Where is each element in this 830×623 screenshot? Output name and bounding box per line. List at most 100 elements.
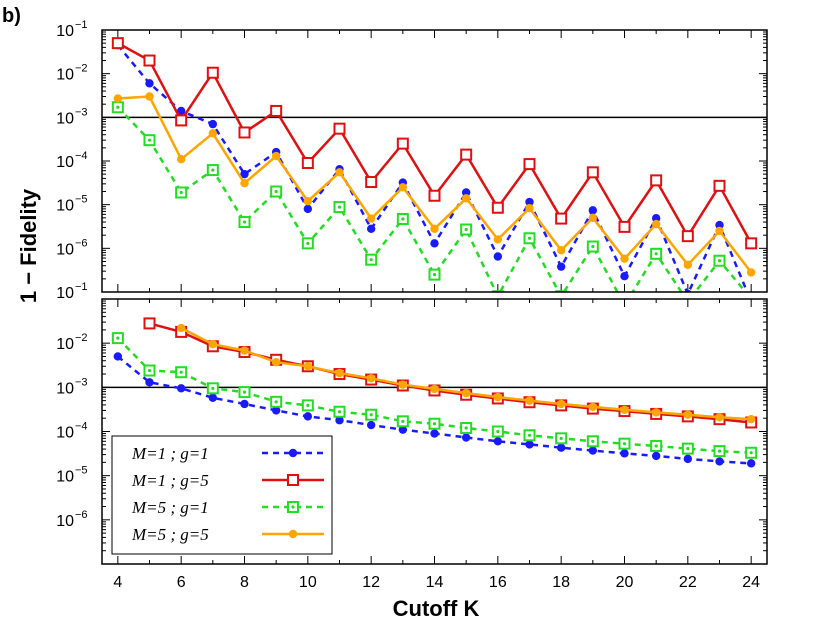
data-point-center	[179, 370, 183, 374]
data-point	[588, 446, 598, 455]
data-point	[493, 437, 503, 446]
x-tick-label: 12	[362, 574, 380, 591]
data-point	[288, 448, 298, 458]
data-point	[175, 114, 188, 127]
y-tick-label: 10	[56, 67, 74, 84]
data-point	[525, 197, 534, 207]
y-tick-label: 10	[56, 154, 74, 171]
data-point	[366, 224, 376, 234]
data-point-center	[337, 205, 342, 209]
y-tick-exponent: −4	[75, 421, 88, 433]
data-point	[650, 174, 663, 187]
data-point	[145, 79, 154, 88]
series-group	[111, 37, 758, 298]
data-point	[715, 457, 724, 466]
data-point	[271, 151, 281, 161]
data-point	[651, 408, 661, 417]
series-group	[111, 317, 758, 468]
data-point	[366, 420, 376, 430]
data-point	[430, 224, 439, 234]
data-point	[683, 454, 693, 464]
y-tick-label: 10	[56, 198, 74, 215]
data-point	[145, 378, 154, 387]
data-point	[681, 230, 694, 243]
data-point-center	[369, 413, 373, 417]
plot-frame	[101, 29, 768, 293]
data-point	[271, 406, 281, 415]
data-point	[493, 235, 503, 244]
data-point	[620, 272, 629, 281]
data-point-center	[401, 217, 405, 221]
data-point	[396, 137, 409, 150]
data-point	[556, 262, 566, 271]
data-point	[525, 396, 534, 405]
data-point-center	[147, 368, 152, 373]
y-tick-label: 10	[56, 336, 74, 353]
y-axis-label: 1 − Fidelity	[16, 188, 41, 303]
series-line	[180, 326, 752, 421]
data-point-center	[464, 227, 468, 232]
data-point	[620, 254, 629, 263]
data-point-center	[591, 439, 595, 443]
y-tick-exponent: −6	[75, 509, 88, 521]
x-tick-label: 8	[240, 574, 249, 591]
x-tick-label: 4	[113, 574, 122, 591]
x-tick-label: 22	[679, 574, 697, 591]
y-tick-label: 10	[56, 513, 74, 530]
data-point	[588, 402, 598, 412]
y-tick-exponent: −2	[75, 332, 88, 344]
data-point	[588, 206, 598, 215]
data-point	[238, 126, 251, 139]
y-tick-exponent: −5	[75, 194, 88, 206]
data-point-center	[527, 433, 532, 437]
data-point	[288, 529, 298, 539]
data-point-center	[591, 244, 595, 249]
x-tick-label: 18	[552, 574, 570, 591]
data-point-center	[306, 403, 310, 407]
legend-label: M=1 ; g=1	[131, 444, 209, 463]
x-tick-label: 16	[489, 574, 507, 591]
data-point	[287, 474, 299, 486]
y-tick-exponent: −1	[75, 281, 88, 293]
data-point-center	[717, 259, 722, 263]
legend-label: M=5 ; g=1	[131, 498, 209, 517]
y-tick-exponent: −1	[75, 19, 88, 31]
data-point-center	[749, 451, 753, 455]
data-point	[366, 214, 376, 223]
y-tick-label: 10	[56, 110, 74, 127]
data-point	[586, 166, 599, 179]
data-point	[335, 168, 344, 177]
data-point	[206, 66, 219, 79]
data-point	[430, 429, 439, 438]
top-panel: 10 −110 −210 −310 −410 −510 −610 −1	[56, 19, 768, 302]
data-point	[430, 239, 439, 248]
data-point-center	[432, 273, 437, 277]
data-point	[461, 188, 471, 197]
data-point-center	[116, 105, 120, 109]
data-point	[715, 220, 724, 230]
data-point-center	[291, 505, 295, 509]
y-tick-label: 10	[56, 23, 74, 40]
data-point-center	[622, 442, 627, 446]
data-point	[365, 176, 378, 189]
data-point-center	[527, 236, 532, 240]
data-point	[651, 451, 661, 461]
x-axis-label: Cutoff K	[393, 596, 480, 621]
data-point-center	[496, 429, 500, 434]
data-point	[460, 148, 473, 161]
data-point	[143, 317, 156, 330]
data-point	[301, 156, 314, 169]
data-point-center	[496, 295, 499, 298]
data-point	[176, 106, 186, 116]
data-point	[303, 412, 313, 421]
y-tick-exponent: −4	[75, 150, 88, 162]
data-point-center	[147, 138, 152, 142]
data-point	[143, 54, 156, 67]
data-point	[398, 380, 408, 389]
data-point	[176, 323, 186, 333]
data-point	[461, 433, 471, 442]
data-point-center	[432, 422, 437, 426]
data-point	[525, 204, 534, 213]
